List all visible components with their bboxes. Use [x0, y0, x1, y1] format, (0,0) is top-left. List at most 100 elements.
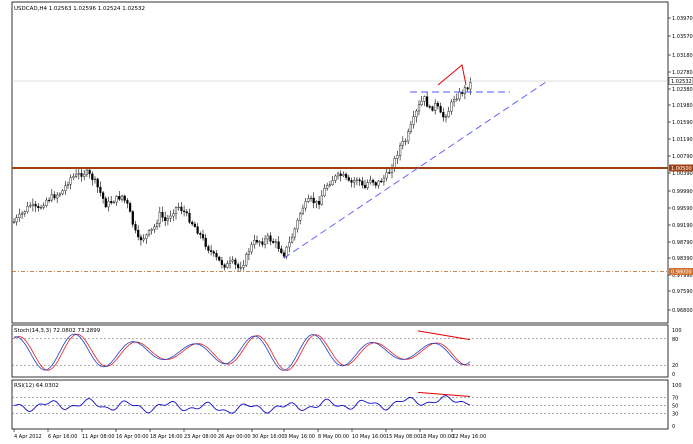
candle-body — [326, 185, 329, 189]
time-tick-label: 3 May 16:00 — [284, 434, 315, 440]
price-tick-label: 1.00390 — [672, 171, 693, 177]
main-chart-frame — [11, 1, 669, 324]
price-tick-label: 0.99990 — [672, 189, 693, 195]
candle-body — [242, 264, 245, 268]
candle-body — [37, 206, 40, 208]
rsi-line — [13, 395, 471, 414]
price-tick-label: 0.97590 — [672, 289, 693, 295]
candle-body — [166, 218, 169, 221]
stoch-indicator: 100 80 20 0 — [12, 328, 682, 378]
candle-body — [434, 102, 437, 111]
candle-body — [280, 248, 283, 254]
candle-body — [328, 184, 331, 186]
candle-body — [174, 207, 178, 214]
candle-body — [147, 230, 151, 236]
candle-body — [207, 246, 210, 251]
candle-body — [334, 175, 337, 181]
price-tick-label: 1.00790 — [672, 154, 693, 160]
candle-body — [123, 195, 126, 201]
candle-body — [74, 173, 78, 177]
candle-body — [223, 264, 226, 268]
price-tick-label: 1.02380 — [672, 87, 693, 93]
candle-body — [288, 242, 291, 248]
candle-body — [69, 177, 72, 185]
candle-body — [96, 178, 99, 188]
candle-body — [93, 178, 97, 181]
candle-body — [91, 173, 94, 180]
candle-body — [193, 223, 196, 227]
time-tick-label: 4 Apr 2012 — [14, 434, 42, 440]
candle-body — [401, 141, 404, 146]
candle-body — [53, 194, 56, 199]
candle-body — [101, 192, 105, 199]
rsi-tick-label: 70 — [672, 395, 678, 401]
candle-body — [453, 99, 456, 103]
time-tick-label: 18 Apr 16:00 — [150, 434, 183, 440]
candle-body — [115, 195, 118, 203]
candle-body — [56, 194, 59, 199]
candle-body — [250, 244, 253, 253]
candle-body — [377, 180, 380, 186]
rsi-tick-label: 100 — [672, 383, 682, 389]
candle-body — [29, 205, 32, 207]
rsi-tick-label: 30 — [672, 412, 678, 418]
candle-body — [420, 101, 423, 105]
main-overlays — [12, 64, 668, 272]
candle-body — [390, 168, 394, 173]
candle-body — [182, 210, 186, 212]
candle-body — [261, 241, 264, 245]
candle-body — [258, 241, 261, 243]
candle-body — [34, 203, 37, 207]
main-price-axis: 1.03970 1.03570 1.03180 1.02780 1.02380 1.019… — [668, 16, 693, 314]
lower-level-label: 0.98000 — [671, 270, 692, 276]
candle-body — [110, 201, 113, 203]
time-tick-label: 10 May 16:00 — [352, 434, 386, 440]
candle-body — [331, 180, 334, 185]
candle-body — [247, 251, 250, 255]
candle-body — [266, 235, 269, 240]
rsi-divergence-line — [417, 391, 471, 397]
price-tick-label: 1.03970 — [672, 16, 693, 22]
candle-body — [407, 131, 410, 142]
candle-body — [336, 173, 340, 177]
candle-body — [196, 226, 199, 234]
candle-body — [428, 106, 431, 108]
candle-body — [296, 220, 299, 230]
candle-body — [342, 173, 345, 176]
stoch-tick-label: 100 — [672, 328, 682, 334]
candle-body — [112, 201, 115, 204]
candle-body — [399, 145, 402, 156]
candle-body — [417, 104, 421, 112]
candle-body — [191, 222, 194, 225]
upper-level-label: 1.00500 — [671, 166, 692, 172]
candle-body — [48, 199, 51, 202]
candle-body — [155, 223, 159, 227]
candle-body — [150, 228, 153, 231]
candle-body — [396, 155, 399, 159]
candle-body — [350, 180, 353, 183]
candle-body — [380, 180, 383, 183]
candle-body — [299, 213, 302, 221]
time-tick-label: 15 May 08:00 — [386, 434, 420, 440]
candle-body — [158, 211, 161, 224]
stoch-tick-label: 20 — [672, 363, 678, 369]
time-tick-label: 18 May 00:00 — [420, 434, 454, 440]
candle-body — [139, 236, 142, 241]
candle-body — [185, 211, 188, 214]
candle-body — [204, 237, 207, 247]
current-price-label: 1.02532 — [671, 79, 692, 85]
candle-body — [161, 211, 164, 218]
time-tick-label: 30 Apr 16:00 — [252, 434, 285, 440]
time-tick-label: 22 May 16:00 — [452, 434, 486, 440]
candle-body — [423, 96, 426, 102]
candle-body — [134, 224, 137, 231]
candle-body — [218, 256, 221, 261]
candle-body — [461, 92, 464, 94]
candle-body — [42, 205, 45, 208]
candle-body — [142, 238, 145, 241]
candle-body — [226, 263, 229, 268]
candle-body — [388, 172, 391, 174]
time-axis: 4 Apr 2012 6 Apr 16:00 11 Apr 08:00 16 Apr … — [13, 429, 486, 440]
candle-body — [458, 92, 461, 100]
price-tick-label: 0.97990 — [672, 273, 693, 279]
